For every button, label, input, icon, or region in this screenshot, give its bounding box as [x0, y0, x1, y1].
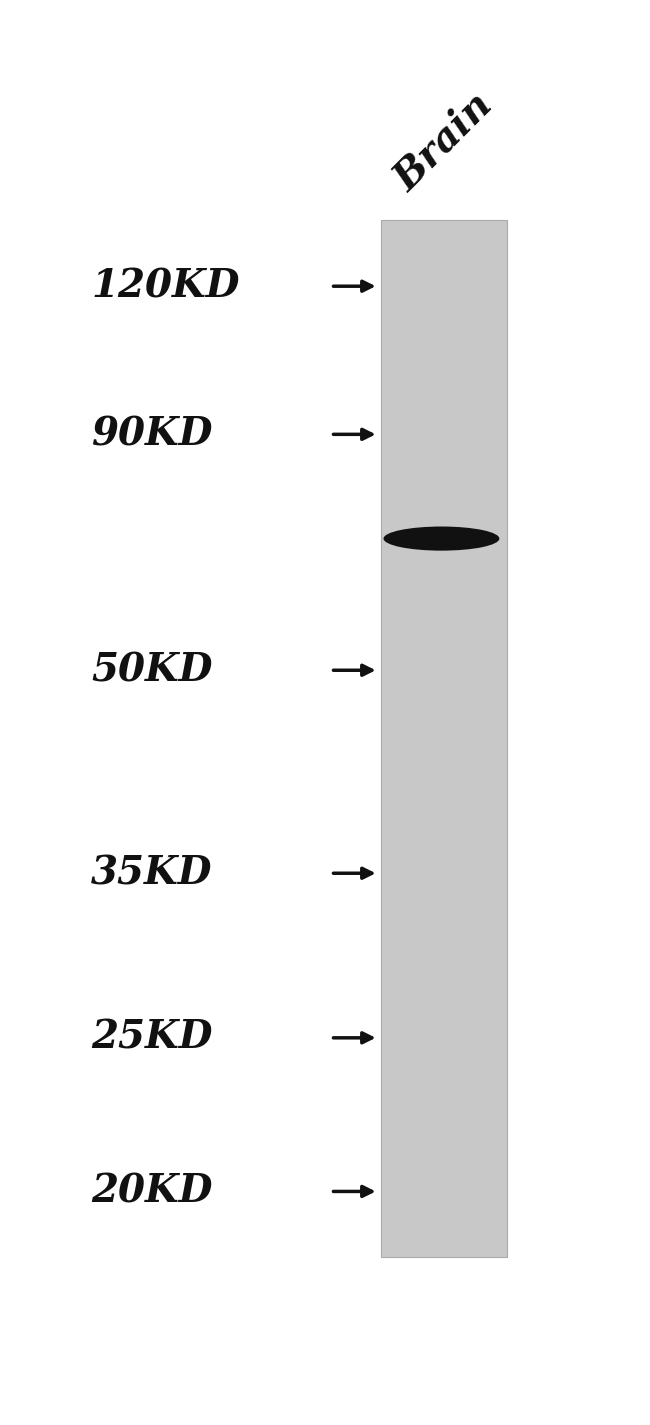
Text: Brain: Brain — [387, 86, 500, 198]
Text: 20KD: 20KD — [91, 1173, 213, 1210]
Bar — [381, 221, 507, 1257]
Ellipse shape — [384, 526, 499, 550]
Text: 50KD: 50KD — [91, 651, 213, 690]
Text: 25KD: 25KD — [91, 1019, 213, 1057]
Text: 35KD: 35KD — [91, 854, 213, 892]
Text: 120KD: 120KD — [91, 268, 240, 305]
Text: 90KD: 90KD — [91, 415, 213, 453]
